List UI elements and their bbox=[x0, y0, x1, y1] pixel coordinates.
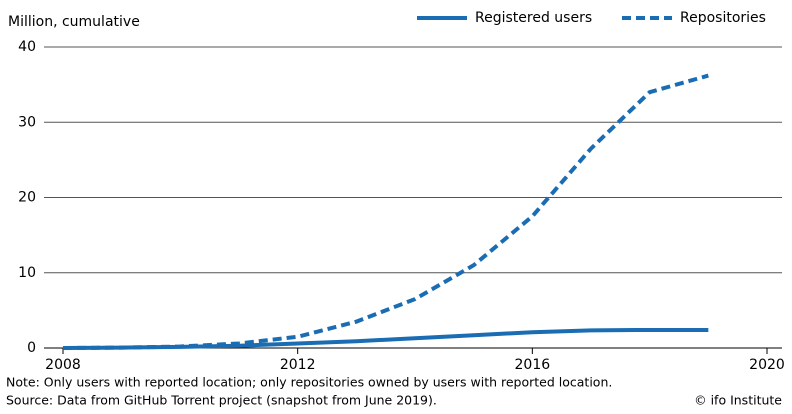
legend-label: Repositories bbox=[680, 10, 766, 26]
source: Source: Data from GitHub Torrent project… bbox=[6, 393, 437, 408]
y-tick-label: 10 bbox=[18, 265, 36, 281]
note: Note: Only users with reported location;… bbox=[6, 375, 612, 390]
y-axis-label: Million, cumulative bbox=[8, 14, 140, 30]
y-tick-label: 0 bbox=[27, 340, 36, 356]
y-tick-label: 30 bbox=[18, 114, 36, 130]
x-tick-label: 2016 bbox=[515, 357, 551, 373]
y-tick-label: 40 bbox=[18, 39, 36, 55]
x-tick-label: 2008 bbox=[45, 357, 81, 373]
credit: © ifo Institute bbox=[694, 393, 782, 408]
line-series bbox=[62, 327, 709, 350]
y-tick-label: 20 bbox=[18, 190, 36, 206]
legend-label: Registered users bbox=[475, 10, 592, 26]
x-tick-label: 2012 bbox=[280, 357, 316, 373]
line-series bbox=[62, 73, 709, 350]
x-tick-label: 2020 bbox=[749, 357, 785, 373]
